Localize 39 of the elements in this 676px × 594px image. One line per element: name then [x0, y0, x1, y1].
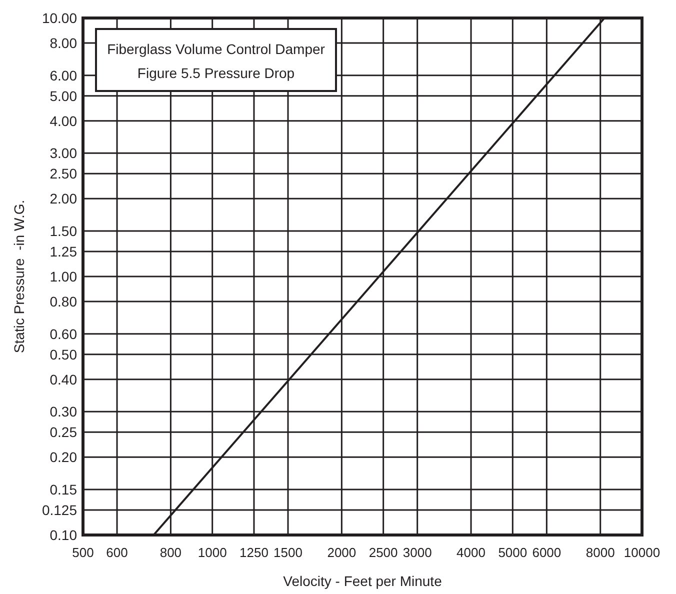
y-tick-label: 4.00 [50, 112, 78, 129]
x-tick-label: 1250 [240, 545, 268, 560]
y-axis-title: Static Pressure -in W.G. [11, 200, 27, 354]
y-tick-label: 2.50 [50, 166, 78, 182]
text: Figure 5.5 Pressure Drop [137, 65, 295, 81]
y-tick-label: 1.50 [50, 222, 78, 239]
x-tick-label: 1500 [274, 545, 302, 560]
x-tick-label: 600 [106, 545, 128, 560]
y-tick-label: 6.00 [50, 67, 78, 84]
y-tick-label: 1.25 [50, 243, 78, 260]
y-tick-label: 0.30 [50, 404, 78, 420]
y-tick-label: 3.00 [50, 145, 78, 162]
y-tick-label: 0.20 [50, 449, 78, 466]
y-tick-label: 1.00 [50, 268, 78, 284]
y-tick-label: 0.60 [50, 326, 78, 342]
y-tick-label: 0.125 [42, 502, 78, 518]
y-tick-label: 0.10 [50, 527, 78, 543]
x-tick-label: 800 [160, 545, 182, 560]
y-tick-label: 10.00 [42, 10, 78, 26]
y-tick-label: 0.25 [50, 424, 78, 440]
x-tick-label: 500 [72, 545, 94, 560]
text: Fiberglass Volume Control Damper [107, 41, 326, 57]
x-tick-label: 8000 [586, 545, 615, 560]
x-tick-label: 6000 [532, 545, 562, 560]
y-tick-label: 0.40 [50, 371, 78, 388]
y-tick-label: 0.50 [50, 346, 78, 362]
y-tick-label: 8.00 [50, 35, 78, 52]
x-tick-label: 4000 [456, 545, 486, 560]
y-tick-label: 5.00 [50, 88, 78, 104]
x-tick-label: 2000 [327, 545, 356, 560]
y-tick-label: 2.00 [50, 190, 78, 207]
y-tick-label: 0.15 [50, 481, 78, 498]
x-tick-label: 3000 [402, 545, 432, 560]
x-tick-label: 10000 [624, 545, 660, 560]
x-axis-title: Velocity - Feet per Minute [283, 573, 442, 589]
x-tick-label: 2500 [368, 545, 398, 560]
x-tick-label: 1000 [198, 545, 227, 560]
y-tick-label: 0.80 [50, 294, 78, 310]
x-tick-label: 5000 [498, 545, 528, 560]
